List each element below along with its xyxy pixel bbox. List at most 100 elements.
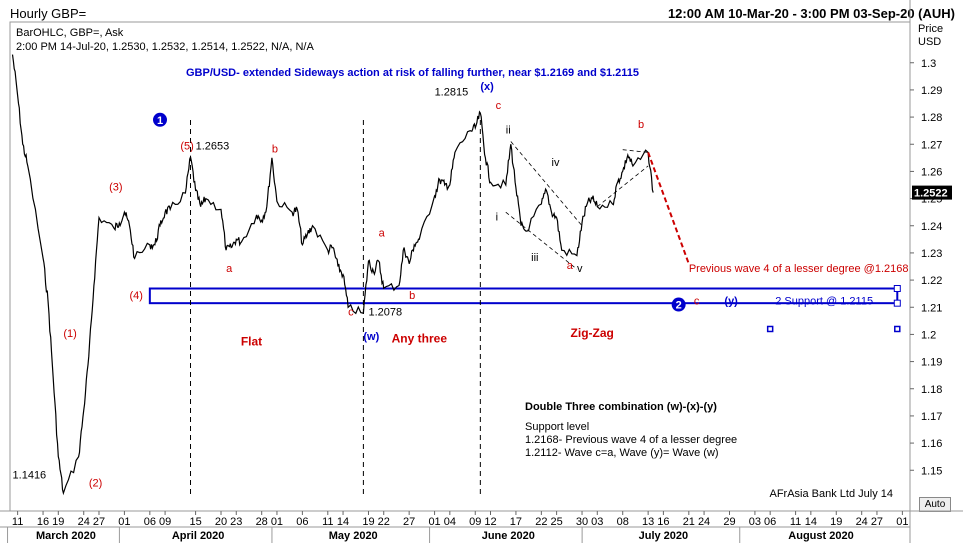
x-tick-label: 19 (52, 516, 64, 528)
credit-label: AFrAsia Bank Ltd July 14 (769, 488, 893, 500)
x-tick-label: 27 (93, 516, 105, 528)
y-tick-label: 1.3 (921, 58, 936, 70)
channel-line (505, 211, 578, 270)
x-tick-label: 01 (118, 516, 130, 528)
x-tick-label: 27 (403, 516, 415, 528)
textbox-line: 1.2168- Previous wave 4 of a lesser degr… (525, 434, 737, 446)
y-tick-label: 1.28 (921, 112, 942, 124)
pattern-label: Any three (392, 332, 448, 346)
y-tick-label: 1.2 (921, 329, 936, 341)
wave-label: (3) (109, 181, 122, 193)
x-tick-label: 30 (576, 516, 588, 528)
side-note: 2 Support @ 1.2115 (775, 296, 873, 308)
x-tick-label: 09 (469, 516, 481, 528)
x-tick-label: 06 (764, 516, 776, 528)
wave-circle-marker (671, 297, 686, 312)
x-tick-label: 16 (657, 516, 669, 528)
month-label: April 2020 (172, 530, 225, 542)
y-tick-label: 1.27 (921, 139, 942, 151)
price-label-line2: USD (918, 36, 942, 48)
wave-label: 1.2815 (435, 86, 469, 98)
x-tick-label: 19 (362, 516, 374, 528)
last-price-label: 1.2522 (914, 188, 948, 200)
x-tick-label: 03 (749, 516, 761, 528)
x-tick-label: 19 (830, 516, 842, 528)
x-tick-label: 28 (256, 516, 268, 528)
wave-circle-marker (153, 112, 167, 127)
wave-label: a (379, 228, 386, 240)
wave-label: a (567, 260, 574, 272)
y-tick-label: 1.19 (921, 357, 942, 369)
textbox-line: Support level (525, 421, 589, 433)
y-tick-label: 1.23 (921, 248, 942, 260)
wave-label: ii (506, 124, 511, 136)
pattern-label: Flat (241, 334, 262, 348)
wave-label: (5) (180, 141, 193, 153)
x-tick-label: 12 (484, 516, 496, 528)
support-marker (766, 325, 774, 333)
wave-circle-label: 2 (676, 300, 682, 312)
channel-line (597, 165, 649, 208)
month-label: March 2020 (36, 530, 96, 542)
wave-label: a (226, 263, 233, 275)
support-marker (894, 325, 901, 333)
price-label-line1: Price (918, 23, 944, 35)
date-range: 12:00 AM 10-Mar-20 - 3:00 PM 03-Sep-20 (… (667, 6, 955, 21)
series-info: BarOHLC, GBP=, Ask (16, 27, 124, 39)
wave-circle-label: 1 (157, 115, 163, 127)
x-tick-label: 24 (698, 516, 710, 528)
x-tick-label: 27 (871, 516, 883, 528)
last-price-badge (912, 185, 952, 200)
price-label: 1.1416 (13, 469, 47, 481)
y-tick-label: 1.29 (921, 85, 942, 97)
x-tick-label: 16 (37, 516, 49, 528)
x-tick-label: 08 (617, 516, 629, 528)
x-tick-label: 01 (428, 516, 440, 528)
wave-label: (2) (89, 478, 102, 490)
x-tick-label: 09 (159, 516, 171, 528)
y-tick-label: 1.15 (921, 465, 942, 477)
x-tick-label: 25 (550, 516, 562, 528)
y-tick-label: 1.18 (921, 384, 942, 396)
x-tick-label: 17 (510, 516, 522, 528)
box-handle (893, 285, 901, 293)
pattern-label: Zig-Zag (571, 326, 614, 340)
x-tick-label: 22 (535, 516, 547, 528)
wave-label: 1.2078 (368, 306, 402, 318)
x-tick-label: 22 (378, 516, 390, 528)
x-tick-label: 01 (271, 516, 283, 528)
month-label: August 2020 (788, 530, 853, 542)
box-handle (893, 299, 901, 307)
x-tick-label: 06 (296, 516, 308, 528)
y-tick-label: 1.17 (921, 411, 942, 423)
price-axis-label: Price USD (918, 23, 943, 49)
symbol-title: Hourly GBP= (10, 6, 87, 21)
wave-label: (w) (363, 331, 379, 343)
wave-label: v (577, 263, 583, 275)
wave-label: b (638, 119, 644, 131)
wave-label: iii (531, 252, 538, 264)
textbox-heading: Double Three combination (w)-(x)-(y) (525, 401, 717, 413)
month-label: May 2020 (329, 530, 378, 542)
wave-label: c (496, 100, 502, 112)
x-tick-label: 21 (683, 516, 695, 528)
side-note: Previous wave 4 of a lesser degree @1.21… (689, 263, 909, 275)
ohlc-readout: 2:00 PM 14-Jul-20, 1.2530, 1.2532, 1.251… (16, 41, 314, 53)
x-tick-label: 24 (78, 516, 90, 528)
wave-label: (4) (129, 290, 142, 302)
channel-line (622, 149, 649, 153)
x-tick-label: 06 (144, 516, 156, 528)
wave-label: b (272, 143, 278, 155)
wave-label: i (496, 211, 498, 223)
y-tick-label: 1.22 (921, 275, 942, 287)
projection-line (647, 152, 690, 265)
support-zone-box (148, 287, 899, 305)
x-tick-label: 20 (215, 516, 227, 528)
wave-label: iv (552, 157, 560, 169)
month-label: June 2020 (482, 530, 535, 542)
x-tick-label: 01 (896, 516, 908, 528)
x-tick-label: 03 (591, 516, 603, 528)
chart-title: GBP/USD- extended Sideways action at ris… (186, 67, 640, 79)
